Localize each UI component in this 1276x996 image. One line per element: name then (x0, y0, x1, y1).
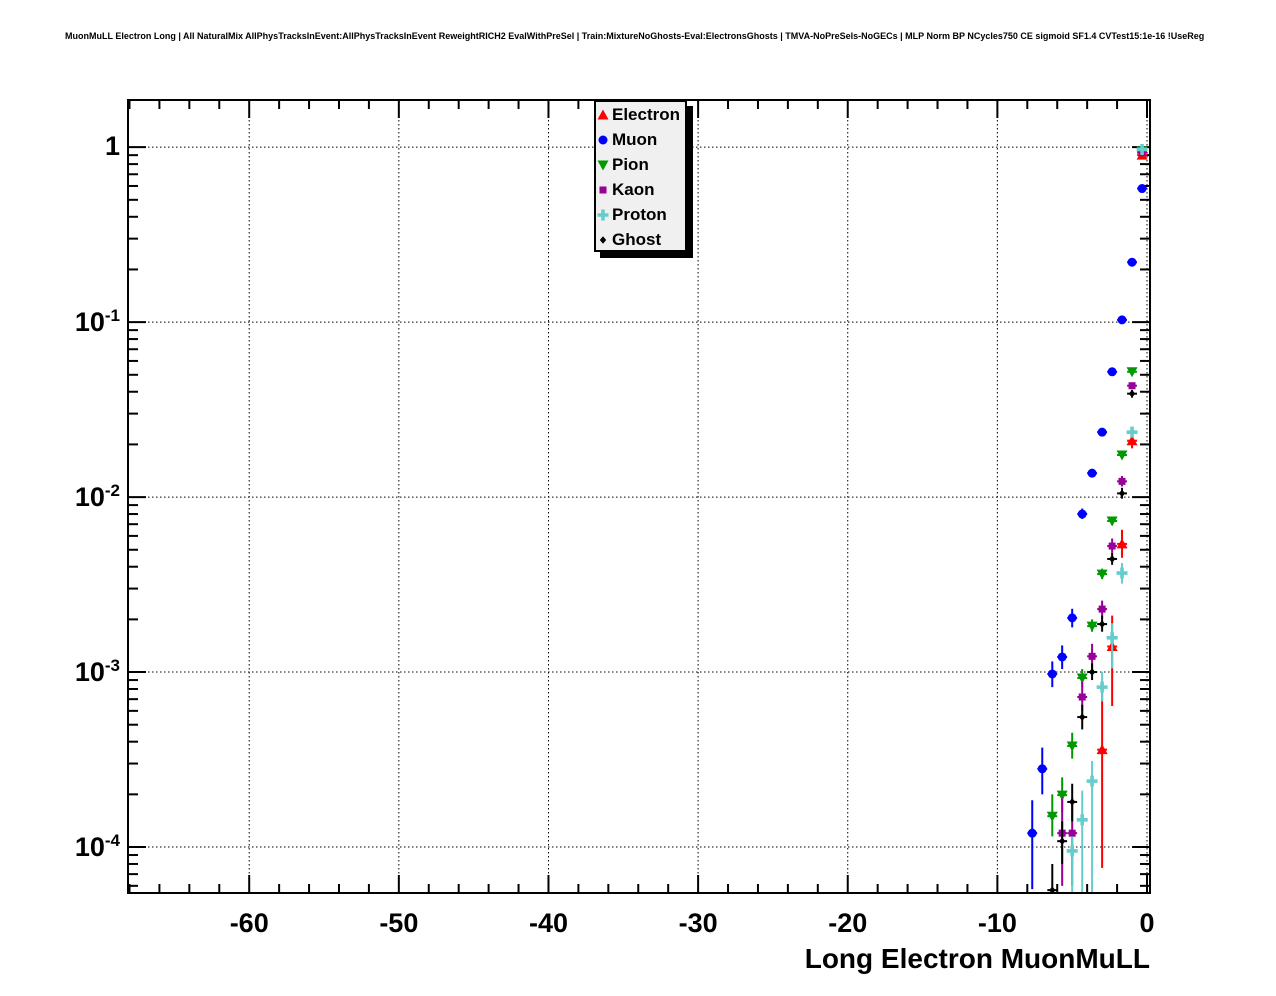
ghost-marker-icon (599, 235, 607, 244)
data-markers (1066, 143, 1148, 857)
series-ghost (1047, 389, 1137, 893)
legend: Electron Muon Pion Kaon Proton Ghost (594, 100, 687, 252)
pion-marker-icon (597, 160, 609, 170)
electron-marker-icon (597, 109, 609, 119)
axis-ticks (128, 100, 1150, 893)
error-bars (1047, 150, 1148, 837)
x-axis-title: Long Electron MuonMuLL (804, 943, 1150, 974)
data-markers (1027, 184, 1147, 838)
y-tick-label: 10-1 (74, 306, 120, 338)
x-tick-label: -20 (828, 908, 868, 938)
legend-entry-muon: Muon (596, 127, 685, 152)
x-tick-label: -40 (528, 908, 568, 938)
series-muon (1027, 184, 1148, 890)
legend-label: Ghost (612, 229, 662, 249)
legend-label: Proton (612, 204, 667, 224)
muon-marker-icon (598, 135, 608, 144)
proton-marker-icon (597, 209, 609, 220)
y-tick-label: 10-4 (74, 831, 120, 863)
legend-entry-proton: Proton (596, 202, 685, 227)
legend-label: Muon (612, 129, 658, 149)
series-electron (1096, 149, 1148, 868)
kaon-marker-icon (599, 186, 607, 193)
y-tick-label: 10-3 (74, 656, 120, 688)
series-proton (1066, 143, 1148, 893)
error-bars (1027, 187, 1148, 890)
x-tick-label: -50 (379, 908, 419, 938)
legend-label: Electron (612, 104, 681, 124)
x-tick-label: 0 (1139, 908, 1155, 938)
legend-label: Kaon (612, 179, 655, 199)
y-tick-label: 1 (104, 131, 120, 162)
x-tick-label: -60 (229, 908, 269, 938)
legend-entry-pion: Pion (596, 152, 685, 177)
plot-title: MuonMuLL Electron Long | All NaturalMix … (65, 31, 1205, 41)
x-tick-label: -30 (678, 908, 718, 938)
legend-entry-kaon: Kaon (596, 177, 685, 202)
legend-entry-ghost: Ghost (596, 227, 685, 252)
legend-entry-electron: Electron (596, 102, 685, 127)
error-bars (1097, 154, 1148, 868)
y-tick-label: 10-2 (74, 481, 120, 513)
x-tick-label: -10 (977, 908, 1017, 938)
series-pion (1046, 146, 1148, 837)
legend-label: Pion (612, 154, 649, 174)
data-markers (1046, 146, 1148, 822)
gridlines (128, 100, 1150, 893)
data-markers (1049, 389, 1136, 893)
